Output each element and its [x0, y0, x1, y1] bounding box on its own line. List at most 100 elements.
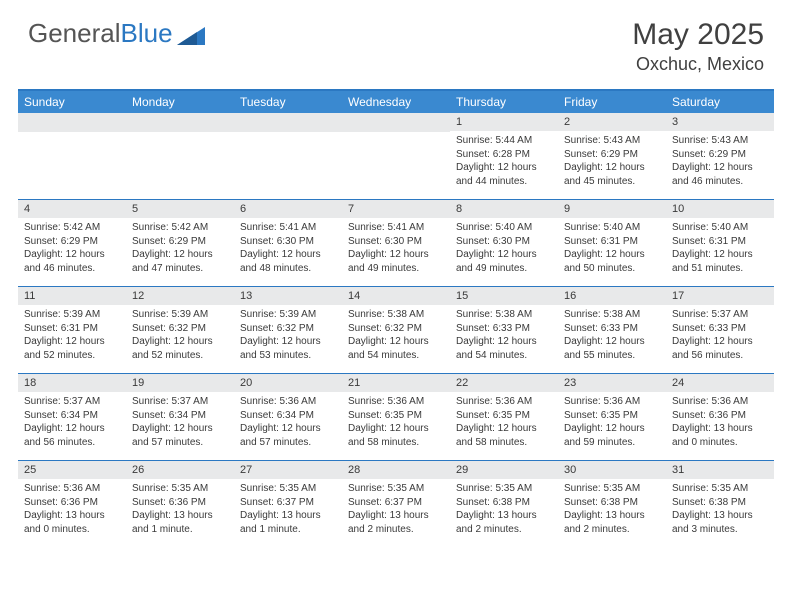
calendar-day: 26Sunrise: 5:35 AMSunset: 6:36 PMDayligh…: [126, 461, 234, 547]
sunset-line: Sunset: 6:29 PM: [564, 148, 660, 162]
sunset-line: Sunset: 6:38 PM: [672, 496, 768, 510]
day-details: Sunrise: 5:36 AMSunset: 6:35 PMDaylight:…: [450, 392, 558, 455]
weekday-header: Monday: [126, 91, 234, 113]
calendar: SundayMondayTuesdayWednesdayThursdayFrid…: [18, 89, 774, 547]
sunset-line: Sunset: 6:32 PM: [132, 322, 228, 336]
calendar-day: 17Sunrise: 5:37 AMSunset: 6:33 PMDayligh…: [666, 287, 774, 373]
daylight-line: Daylight: 12 hours and 58 minutes.: [456, 422, 552, 449]
calendar-day: 13Sunrise: 5:39 AMSunset: 6:32 PMDayligh…: [234, 287, 342, 373]
day-number: 13: [234, 287, 342, 305]
sunrise-line: Sunrise: 5:37 AM: [672, 308, 768, 322]
sunrise-line: Sunrise: 5:38 AM: [456, 308, 552, 322]
brand-triangle-icon: [177, 27, 205, 45]
calendar-day: 16Sunrise: 5:38 AMSunset: 6:33 PMDayligh…: [558, 287, 666, 373]
day-details: Sunrise: 5:42 AMSunset: 6:29 PMDaylight:…: [18, 218, 126, 281]
day-number: 29: [450, 461, 558, 479]
day-number: 27: [234, 461, 342, 479]
daylight-line: Daylight: 12 hours and 57 minutes.: [132, 422, 228, 449]
sunset-line: Sunset: 6:38 PM: [564, 496, 660, 510]
day-number: 7: [342, 200, 450, 218]
calendar-day: 25Sunrise: 5:36 AMSunset: 6:36 PMDayligh…: [18, 461, 126, 547]
daylight-line: Daylight: 12 hours and 52 minutes.: [132, 335, 228, 362]
sunrise-line: Sunrise: 5:36 AM: [240, 395, 336, 409]
day-number: 30: [558, 461, 666, 479]
sunrise-line: Sunrise: 5:42 AM: [132, 221, 228, 235]
calendar-day: 21Sunrise: 5:36 AMSunset: 6:35 PMDayligh…: [342, 374, 450, 460]
day-details: Sunrise: 5:41 AMSunset: 6:30 PMDaylight:…: [234, 218, 342, 281]
day-number: 9: [558, 200, 666, 218]
calendar-day: 20Sunrise: 5:36 AMSunset: 6:34 PMDayligh…: [234, 374, 342, 460]
day-details: Sunrise: 5:37 AMSunset: 6:33 PMDaylight:…: [666, 305, 774, 368]
sunrise-line: Sunrise: 5:35 AM: [456, 482, 552, 496]
title-block: May 2025 Oxchuc, Mexico: [632, 18, 764, 75]
day-number: 14: [342, 287, 450, 305]
sunrise-line: Sunrise: 5:41 AM: [240, 221, 336, 235]
sunset-line: Sunset: 6:30 PM: [456, 235, 552, 249]
sunrise-line: Sunrise: 5:36 AM: [672, 395, 768, 409]
daylight-line: Daylight: 12 hours and 59 minutes.: [564, 422, 660, 449]
weekday-header: Wednesday: [342, 91, 450, 113]
sunset-line: Sunset: 6:34 PM: [24, 409, 120, 423]
day-details: Sunrise: 5:43 AMSunset: 6:29 PMDaylight:…: [558, 131, 666, 194]
calendar-day: 4Sunrise: 5:42 AMSunset: 6:29 PMDaylight…: [18, 200, 126, 286]
sunset-line: Sunset: 6:33 PM: [672, 322, 768, 336]
sunrise-line: Sunrise: 5:38 AM: [564, 308, 660, 322]
page-header: GeneralBlue May 2025 Oxchuc, Mexico: [0, 0, 792, 83]
sunset-line: Sunset: 6:34 PM: [240, 409, 336, 423]
weeks-container: 1Sunrise: 5:44 AMSunset: 6:28 PMDaylight…: [18, 113, 774, 547]
day-details: Sunrise: 5:35 AMSunset: 6:37 PMDaylight:…: [342, 479, 450, 542]
daylight-line: Daylight: 12 hours and 56 minutes.: [24, 422, 120, 449]
sunset-line: Sunset: 6:36 PM: [672, 409, 768, 423]
daylight-line: Daylight: 12 hours and 58 minutes.: [348, 422, 444, 449]
day-details: Sunrise: 5:36 AMSunset: 6:34 PMDaylight:…: [234, 392, 342, 455]
day-number: 1: [450, 113, 558, 131]
day-details: Sunrise: 5:35 AMSunset: 6:37 PMDaylight:…: [234, 479, 342, 542]
day-number: 22: [450, 374, 558, 392]
sunrise-line: Sunrise: 5:41 AM: [348, 221, 444, 235]
day-details: Sunrise: 5:39 AMSunset: 6:32 PMDaylight:…: [234, 305, 342, 368]
day-details: Sunrise: 5:35 AMSunset: 6:36 PMDaylight:…: [126, 479, 234, 542]
calendar-day: [126, 113, 234, 199]
sunrise-line: Sunrise: 5:36 AM: [456, 395, 552, 409]
daylight-line: Daylight: 12 hours and 46 minutes.: [24, 248, 120, 275]
day-number: [342, 113, 450, 132]
daylight-line: Daylight: 13 hours and 0 minutes.: [672, 422, 768, 449]
day-number: 6: [234, 200, 342, 218]
day-number: [234, 113, 342, 132]
day-number: 10: [666, 200, 774, 218]
month-title: May 2025: [632, 18, 764, 52]
calendar-day: 6Sunrise: 5:41 AMSunset: 6:30 PMDaylight…: [234, 200, 342, 286]
sunset-line: Sunset: 6:34 PM: [132, 409, 228, 423]
daylight-line: Daylight: 13 hours and 0 minutes.: [24, 509, 120, 536]
sunset-line: Sunset: 6:33 PM: [456, 322, 552, 336]
day-details: Sunrise: 5:36 AMSunset: 6:35 PMDaylight:…: [342, 392, 450, 455]
calendar-day: 12Sunrise: 5:39 AMSunset: 6:32 PMDayligh…: [126, 287, 234, 373]
sunset-line: Sunset: 6:29 PM: [24, 235, 120, 249]
day-details: Sunrise: 5:35 AMSunset: 6:38 PMDaylight:…: [450, 479, 558, 542]
sunrise-line: Sunrise: 5:36 AM: [564, 395, 660, 409]
day-details: Sunrise: 5:38 AMSunset: 6:33 PMDaylight:…: [450, 305, 558, 368]
sunset-line: Sunset: 6:31 PM: [24, 322, 120, 336]
sunrise-line: Sunrise: 5:37 AM: [24, 395, 120, 409]
daylight-line: Daylight: 12 hours and 49 minutes.: [348, 248, 444, 275]
sunset-line: Sunset: 6:29 PM: [132, 235, 228, 249]
calendar-day: 27Sunrise: 5:35 AMSunset: 6:37 PMDayligh…: [234, 461, 342, 547]
sunset-line: Sunset: 6:28 PM: [456, 148, 552, 162]
sunrise-line: Sunrise: 5:40 AM: [672, 221, 768, 235]
calendar-day: 14Sunrise: 5:38 AMSunset: 6:32 PMDayligh…: [342, 287, 450, 373]
day-number: 3: [666, 113, 774, 131]
sunset-line: Sunset: 6:37 PM: [348, 496, 444, 510]
sunset-line: Sunset: 6:31 PM: [672, 235, 768, 249]
day-details: Sunrise: 5:35 AMSunset: 6:38 PMDaylight:…: [666, 479, 774, 542]
daylight-line: Daylight: 13 hours and 3 minutes.: [672, 509, 768, 536]
day-number: 26: [126, 461, 234, 479]
calendar-week: 25Sunrise: 5:36 AMSunset: 6:36 PMDayligh…: [18, 460, 774, 547]
day-number: 5: [126, 200, 234, 218]
day-number: 15: [450, 287, 558, 305]
calendar-day: 29Sunrise: 5:35 AMSunset: 6:38 PMDayligh…: [450, 461, 558, 547]
weekday-header-row: SundayMondayTuesdayWednesdayThursdayFrid…: [18, 91, 774, 113]
daylight-line: Daylight: 12 hours and 54 minutes.: [348, 335, 444, 362]
sunrise-line: Sunrise: 5:35 AM: [132, 482, 228, 496]
day-details: Sunrise: 5:40 AMSunset: 6:31 PMDaylight:…: [558, 218, 666, 281]
day-details: Sunrise: 5:40 AMSunset: 6:30 PMDaylight:…: [450, 218, 558, 281]
